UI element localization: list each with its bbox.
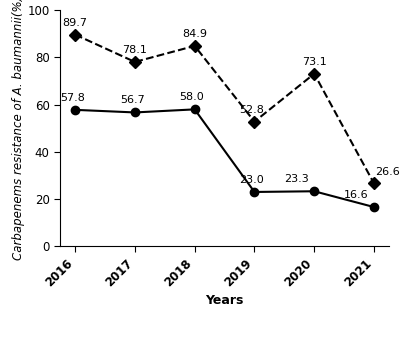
Text: 16.6: 16.6	[344, 190, 368, 200]
Text: 73.1: 73.1	[302, 57, 326, 67]
Text: 89.7: 89.7	[63, 18, 87, 28]
Text: 23.3: 23.3	[284, 174, 308, 184]
Text: 56.7: 56.7	[120, 95, 144, 105]
Text: 57.8: 57.8	[60, 93, 85, 103]
Text: 78.1: 78.1	[122, 45, 147, 55]
Y-axis label: Carbapenems resistance of A. baumannii(%): Carbapenems resistance of A. baumannii(%…	[12, 0, 25, 260]
X-axis label: Years: Years	[205, 294, 244, 307]
Text: 26.6: 26.6	[376, 167, 400, 176]
Text: 58.0: 58.0	[180, 92, 204, 102]
Text: 84.9: 84.9	[182, 29, 207, 39]
Text: 52.8: 52.8	[239, 105, 264, 115]
Text: 23.0: 23.0	[239, 175, 264, 185]
